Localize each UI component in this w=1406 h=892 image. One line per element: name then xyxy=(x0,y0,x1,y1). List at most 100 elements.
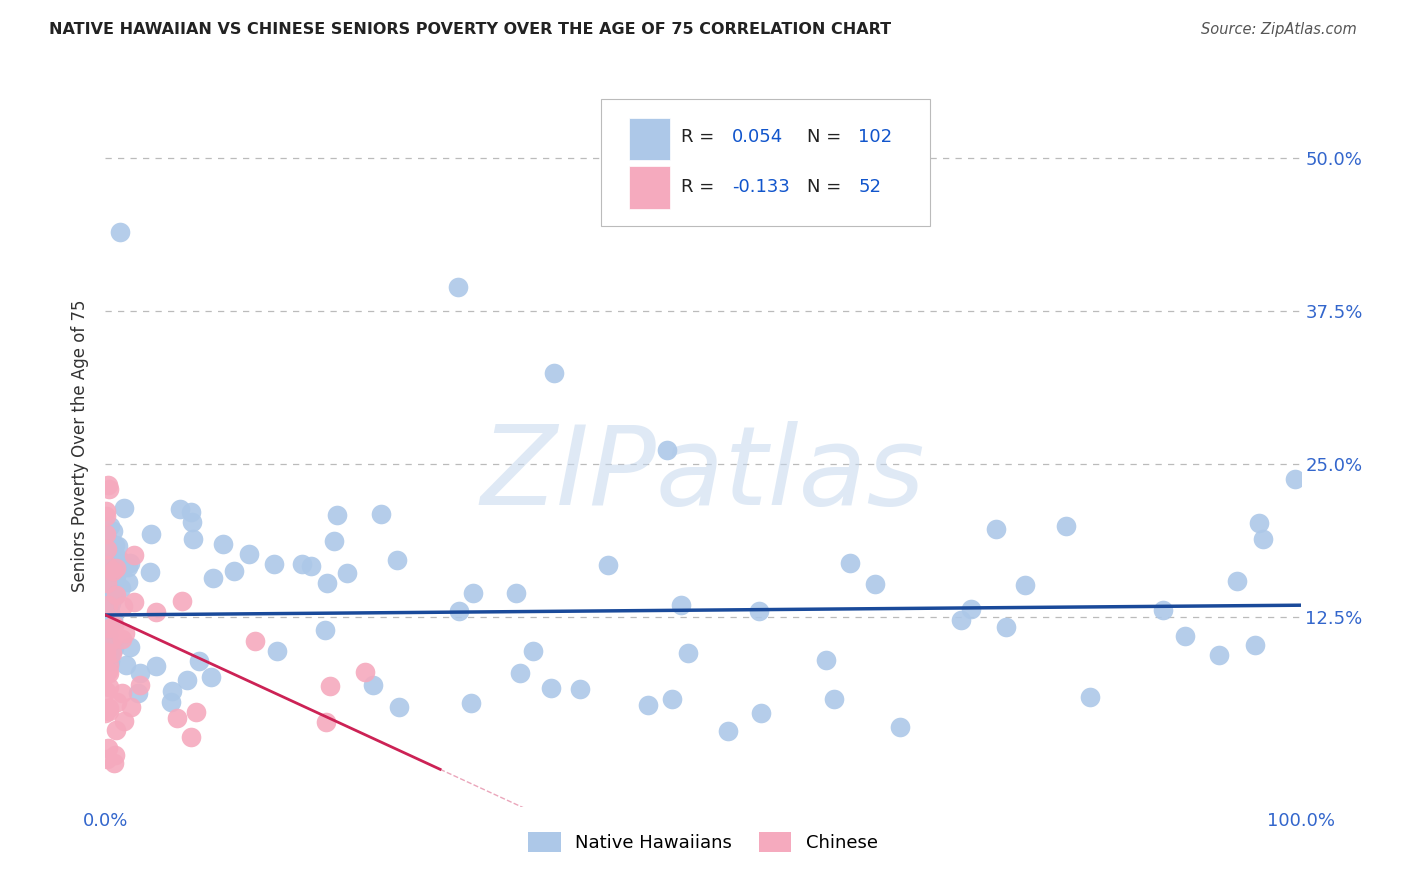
Point xyxy=(460,696,482,710)
Point xyxy=(1243,639,1265,653)
Point xyxy=(118,556,141,570)
Point xyxy=(540,681,562,695)
Point xyxy=(98,665,121,680)
Point xyxy=(370,508,392,522)
Point xyxy=(105,569,128,583)
Point xyxy=(505,586,527,600)
Point xyxy=(1284,472,1306,486)
Point xyxy=(139,566,162,580)
Point xyxy=(105,695,128,709)
Point xyxy=(112,501,135,516)
Point xyxy=(299,558,322,573)
Point xyxy=(97,704,120,718)
Point xyxy=(96,558,118,572)
Point xyxy=(112,714,135,728)
Text: NATIVE HAWAIIAN VS CHINESE SENIORS POVERTY OVER THE AGE OF 75 CORRELATION CHART: NATIVE HAWAIIAN VS CHINESE SENIORS POVER… xyxy=(49,22,891,37)
Point xyxy=(543,366,565,380)
Point xyxy=(815,653,838,667)
Point xyxy=(97,477,120,491)
Point xyxy=(447,604,470,618)
Point xyxy=(139,527,162,541)
Point xyxy=(994,620,1017,634)
Point xyxy=(238,547,260,561)
Point xyxy=(823,692,845,706)
Point xyxy=(180,505,202,519)
Point xyxy=(180,730,202,744)
Point xyxy=(655,442,678,457)
Point xyxy=(748,604,770,618)
Point xyxy=(94,649,117,664)
Point xyxy=(127,686,149,700)
Point xyxy=(122,548,145,562)
Point xyxy=(94,706,117,720)
Point xyxy=(101,564,124,578)
Point xyxy=(160,695,183,709)
Point xyxy=(97,701,120,715)
Point xyxy=(94,649,117,664)
Text: 0.054: 0.054 xyxy=(731,128,783,145)
Text: ZIPatlas: ZIPatlas xyxy=(481,421,925,528)
Point xyxy=(97,680,120,694)
Point xyxy=(110,582,132,596)
Point xyxy=(315,576,337,591)
Point xyxy=(1174,629,1197,643)
Point xyxy=(103,756,125,770)
Point xyxy=(1251,533,1274,547)
Point xyxy=(120,699,142,714)
Text: N =: N = xyxy=(807,128,846,145)
Point xyxy=(100,519,122,533)
Point xyxy=(463,586,485,600)
Point xyxy=(98,482,121,496)
Point xyxy=(568,682,591,697)
Point xyxy=(202,571,225,585)
Point xyxy=(354,665,377,679)
Point xyxy=(984,522,1007,536)
Point xyxy=(94,601,117,615)
Point xyxy=(98,616,121,631)
Point xyxy=(949,613,972,627)
Point xyxy=(97,599,120,613)
Text: Source: ZipAtlas.com: Source: ZipAtlas.com xyxy=(1201,22,1357,37)
Point xyxy=(211,536,233,550)
Point xyxy=(145,659,167,673)
Point xyxy=(94,509,117,524)
Text: R =: R = xyxy=(682,178,720,196)
Point xyxy=(111,599,134,613)
Point xyxy=(94,527,117,541)
Point xyxy=(323,533,346,548)
Point xyxy=(101,612,124,626)
FancyBboxPatch shape xyxy=(628,118,669,161)
Text: 102: 102 xyxy=(858,128,893,145)
Point xyxy=(181,515,204,529)
Point xyxy=(110,555,132,569)
Point xyxy=(122,595,145,609)
Point xyxy=(100,596,122,610)
Point xyxy=(169,501,191,516)
Point xyxy=(98,588,121,602)
Point xyxy=(110,560,132,574)
Point xyxy=(184,705,207,719)
Point xyxy=(224,564,246,578)
Point xyxy=(96,575,118,590)
Point xyxy=(361,678,384,692)
Point xyxy=(108,225,131,239)
Point xyxy=(111,685,134,699)
Point xyxy=(98,621,121,635)
Point xyxy=(128,666,150,681)
Point xyxy=(97,555,120,569)
Point xyxy=(889,720,911,734)
Point xyxy=(385,552,408,566)
Point xyxy=(104,723,127,737)
Point xyxy=(97,559,120,574)
Point xyxy=(291,557,314,571)
Point xyxy=(96,591,118,605)
Text: 52: 52 xyxy=(858,178,882,196)
Point xyxy=(97,628,120,642)
Point xyxy=(637,698,659,712)
Point xyxy=(100,646,122,660)
Point xyxy=(96,683,118,698)
FancyBboxPatch shape xyxy=(602,99,931,226)
Point xyxy=(145,606,167,620)
Point xyxy=(97,657,120,672)
Point xyxy=(129,678,152,692)
